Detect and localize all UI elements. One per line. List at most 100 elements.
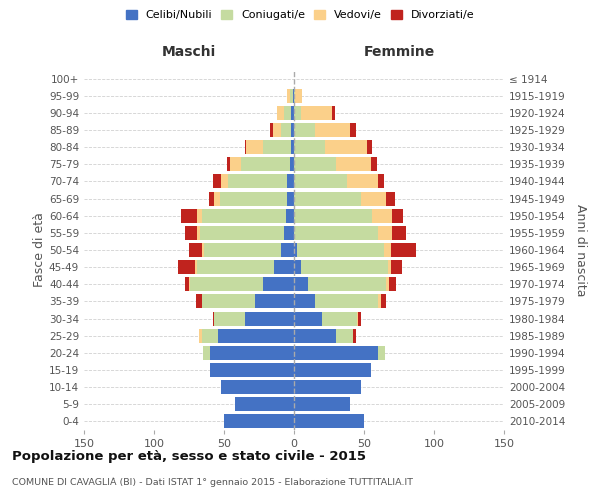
Bar: [294, 328, 336, 342]
Bar: [245, 312, 294, 326]
Bar: [388, 260, 391, 274]
Bar: [294, 88, 295, 102]
Bar: [315, 294, 378, 308]
Bar: [294, 398, 350, 411]
Bar: [205, 243, 281, 257]
Bar: [210, 363, 294, 377]
Bar: [178, 260, 194, 274]
Bar: [270, 123, 273, 137]
Bar: [386, 192, 395, 205]
Bar: [189, 278, 190, 291]
Bar: [358, 312, 361, 326]
Bar: [284, 106, 291, 120]
Bar: [301, 106, 332, 120]
Y-axis label: Anni di nascita: Anni di nascita: [574, 204, 587, 296]
Bar: [322, 312, 357, 326]
Bar: [361, 192, 386, 205]
Bar: [291, 123, 294, 137]
Bar: [378, 294, 381, 308]
Bar: [308, 278, 386, 291]
Bar: [381, 294, 386, 308]
Bar: [287, 192, 294, 205]
Bar: [202, 328, 218, 342]
Bar: [189, 243, 202, 257]
Bar: [230, 158, 241, 172]
Bar: [185, 226, 197, 240]
Bar: [294, 346, 378, 360]
Bar: [353, 328, 356, 342]
Bar: [194, 260, 197, 274]
Bar: [290, 88, 293, 102]
Bar: [287, 174, 294, 188]
Bar: [197, 260, 274, 274]
Bar: [202, 208, 286, 222]
Bar: [281, 123, 291, 137]
Bar: [294, 312, 322, 326]
Bar: [294, 158, 336, 172]
Bar: [277, 106, 284, 120]
Bar: [190, 278, 263, 291]
Bar: [294, 294, 315, 308]
Bar: [213, 174, 221, 188]
Bar: [263, 140, 291, 154]
Bar: [347, 174, 378, 188]
Bar: [284, 226, 294, 240]
Bar: [281, 243, 294, 257]
Bar: [378, 226, 392, 240]
Bar: [294, 363, 371, 377]
Bar: [392, 208, 403, 222]
Bar: [357, 312, 358, 326]
Bar: [202, 243, 205, 257]
Bar: [200, 226, 284, 240]
Bar: [315, 123, 350, 137]
Bar: [210, 346, 294, 360]
Bar: [227, 158, 230, 172]
Bar: [224, 414, 294, 428]
Bar: [185, 278, 189, 291]
Bar: [199, 328, 202, 342]
Bar: [301, 260, 388, 274]
Bar: [367, 140, 373, 154]
Bar: [294, 106, 301, 120]
Bar: [373, 208, 392, 222]
Bar: [294, 140, 325, 154]
Bar: [332, 106, 335, 120]
Bar: [221, 174, 228, 188]
Text: Maschi: Maschi: [162, 45, 216, 59]
Bar: [294, 123, 315, 137]
Bar: [221, 380, 294, 394]
Bar: [274, 260, 294, 274]
Legend: Celibi/Nubili, Coniugati/e, Vedovi/e, Divorziati/e: Celibi/Nubili, Coniugati/e, Vedovi/e, Di…: [121, 6, 479, 25]
Bar: [386, 278, 389, 291]
Bar: [218, 328, 294, 342]
Bar: [350, 123, 356, 137]
Bar: [291, 140, 294, 154]
Text: COMUNE DI CAVAGLIА̀ (BI) - Dati ISTAT 1° gennaio 2015 - Elaborazione TUTTITALIA.: COMUNE DI CAVAGLIА̀ (BI) - Dati ISTAT 1°…: [12, 478, 413, 487]
Bar: [295, 88, 302, 102]
Bar: [294, 174, 347, 188]
Bar: [294, 226, 378, 240]
Bar: [197, 226, 200, 240]
Bar: [197, 208, 202, 222]
Y-axis label: Fasce di età: Fasce di età: [33, 212, 46, 288]
Bar: [383, 243, 391, 257]
Bar: [241, 158, 290, 172]
Bar: [297, 243, 383, 257]
Bar: [291, 106, 294, 120]
Bar: [371, 158, 377, 172]
Bar: [245, 140, 247, 154]
Bar: [263, 278, 294, 291]
Bar: [214, 192, 220, 205]
Bar: [273, 123, 281, 137]
Bar: [336, 328, 353, 342]
Bar: [294, 278, 308, 291]
Bar: [391, 243, 416, 257]
Bar: [294, 414, 364, 428]
Bar: [294, 192, 361, 205]
Bar: [294, 380, 361, 394]
Bar: [290, 158, 294, 172]
Bar: [196, 294, 202, 308]
Bar: [391, 260, 402, 274]
Bar: [202, 294, 255, 308]
Bar: [213, 312, 214, 326]
